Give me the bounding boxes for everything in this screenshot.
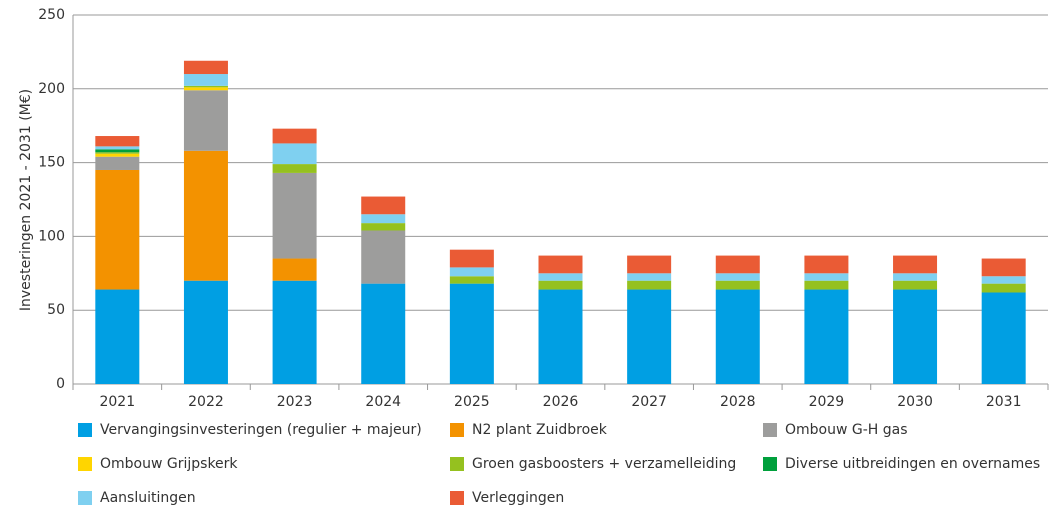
bar-segment bbox=[361, 196, 406, 215]
y-tick-label: 200 bbox=[38, 81, 65, 97]
bar-segment bbox=[981, 276, 1026, 284]
bar-segment bbox=[715, 255, 760, 274]
bar-segment bbox=[538, 255, 583, 274]
y-tick-label: 100 bbox=[38, 228, 65, 244]
bar-segment bbox=[183, 280, 228, 384]
bar-segment bbox=[95, 156, 140, 170]
x-tick-label: 2031 bbox=[986, 394, 1022, 410]
bar-segment bbox=[627, 273, 672, 281]
bar-segment bbox=[893, 273, 938, 281]
bar-segment bbox=[361, 214, 406, 224]
bar-segment bbox=[981, 258, 1026, 277]
x-tick-label: 2024 bbox=[365, 394, 401, 410]
y-tick-label: 50 bbox=[47, 302, 65, 318]
y-axis-label: Investeringen 2021 - 2031 (M€) bbox=[18, 89, 34, 311]
bar-segment bbox=[449, 267, 494, 277]
bar-segment bbox=[893, 255, 938, 274]
bar-segment bbox=[95, 149, 140, 153]
y-tick-label: 150 bbox=[38, 155, 65, 171]
bar-segment bbox=[627, 280, 672, 290]
legend-swatch bbox=[450, 457, 464, 471]
bar-segment bbox=[538, 280, 583, 290]
legend-label: Diverse uitbreidingen en overnames bbox=[785, 456, 1040, 472]
legend-swatch bbox=[763, 423, 777, 437]
legend-swatch bbox=[450, 423, 464, 437]
bar-segment bbox=[627, 289, 672, 384]
bar-segment bbox=[95, 136, 140, 147]
x-tick-label: 2021 bbox=[99, 394, 135, 410]
bar-segment bbox=[183, 87, 228, 91]
bar-segment bbox=[95, 153, 140, 157]
bar-segment bbox=[361, 230, 406, 284]
bar-segment bbox=[715, 280, 760, 290]
legend-label: Groen gasboosters + verzamelleiding bbox=[472, 456, 736, 472]
bar-segment bbox=[449, 276, 494, 284]
bar-segment bbox=[361, 283, 406, 384]
bar-segment bbox=[183, 60, 228, 75]
bar-segment bbox=[804, 280, 849, 290]
bar-segment bbox=[893, 289, 938, 384]
bar-segment bbox=[272, 164, 317, 173]
bar-segment bbox=[538, 289, 583, 384]
bar-segment bbox=[715, 273, 760, 281]
legend-swatch bbox=[450, 491, 464, 505]
bar-segment bbox=[272, 280, 317, 384]
x-tick-label: 2030 bbox=[897, 394, 933, 410]
bar-segment bbox=[981, 283, 1026, 293]
bar-segment bbox=[538, 273, 583, 281]
bar-segment bbox=[981, 292, 1026, 384]
bar-segment bbox=[449, 283, 494, 384]
bar-segment bbox=[183, 74, 228, 86]
bar-segment bbox=[183, 85, 228, 88]
bar-segment bbox=[95, 152, 140, 154]
legend-swatch bbox=[78, 423, 92, 437]
y-tick-label: 0 bbox=[56, 376, 65, 392]
x-tick-label: 2027 bbox=[631, 394, 667, 410]
bar-segment bbox=[627, 255, 672, 274]
bar-segment bbox=[804, 255, 849, 274]
bar-segment bbox=[95, 146, 140, 150]
legend-label: Verleggingen bbox=[472, 490, 564, 506]
bar-segment bbox=[272, 258, 317, 281]
bar-segment bbox=[715, 289, 760, 384]
bar-segment bbox=[272, 172, 317, 259]
bar-segment bbox=[804, 289, 849, 384]
x-tick-label: 2025 bbox=[454, 394, 490, 410]
bar-segment bbox=[361, 223, 406, 231]
bar-segment bbox=[804, 273, 849, 281]
legend-label: Vervangingsinvesteringen (regulier + maj… bbox=[100, 422, 422, 438]
bar-segment bbox=[893, 280, 938, 290]
bar-segment bbox=[95, 169, 140, 290]
legend-label: Ombouw Grijpskerk bbox=[100, 456, 238, 472]
bar-segment bbox=[183, 90, 228, 151]
x-tick-label: 2026 bbox=[543, 394, 579, 410]
bar-segment bbox=[183, 150, 228, 281]
bar-segment bbox=[272, 128, 317, 144]
x-tick-label: 2023 bbox=[277, 394, 313, 410]
legend-label: Aansluitingen bbox=[100, 490, 196, 506]
legend-swatch bbox=[78, 457, 92, 471]
legend-label: N2 plant Zuidbroek bbox=[472, 422, 608, 438]
bar-segment bbox=[272, 143, 317, 165]
y-tick-label: 250 bbox=[38, 7, 65, 23]
bar-segment bbox=[449, 249, 494, 268]
legend-swatch bbox=[78, 491, 92, 505]
x-tick-label: 2028 bbox=[720, 394, 756, 410]
bar-segment bbox=[95, 289, 140, 384]
x-tick-label: 2022 bbox=[188, 394, 224, 410]
x-tick-label: 2029 bbox=[809, 394, 845, 410]
legend-label: Ombouw G-H gas bbox=[785, 422, 908, 438]
legend-swatch bbox=[763, 457, 777, 471]
